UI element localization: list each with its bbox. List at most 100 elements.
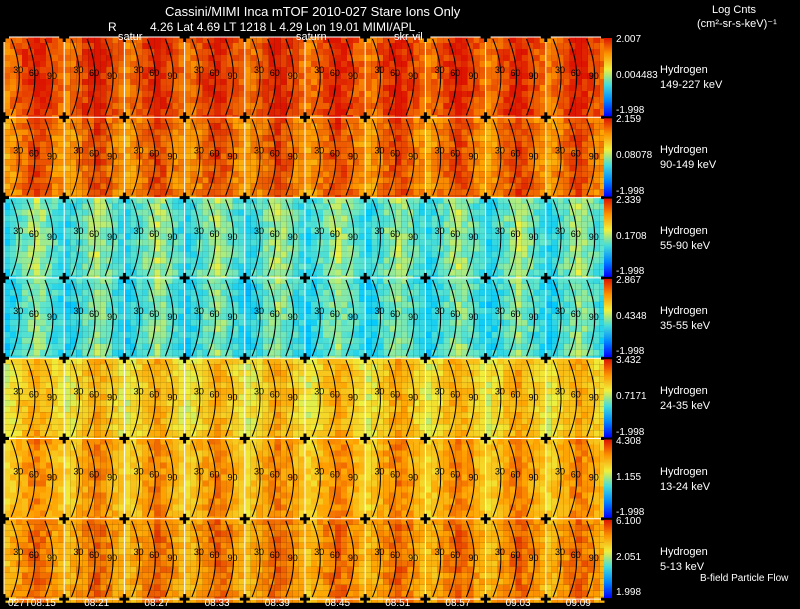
contour-label: 30 (314, 467, 324, 477)
time-label: 08:57 (445, 598, 471, 609)
crosshair-mark (2, 353, 6, 364)
contour-line (207, 199, 216, 277)
contour-line (251, 360, 261, 437)
contour-line (405, 360, 415, 437)
colorbar-max: 4.308 (616, 435, 642, 447)
contour-label: 30 (134, 386, 144, 396)
contour-line (104, 520, 114, 598)
contour-line (447, 199, 457, 277)
image-panel: 30 60 90 (4, 277, 64, 362)
contour-label: 30 (73, 467, 83, 477)
contour-label: 30 (134, 226, 144, 236)
contour-line (345, 360, 355, 437)
image-panel: 30 60 90 (124, 37, 185, 121)
colorbar-min: 1.998 (616, 587, 642, 599)
image-panel: 30 60 90 (305, 438, 365, 523)
contour-line (267, 199, 277, 277)
contour-line (131, 38, 141, 116)
contour-label: 30 (254, 386, 264, 396)
contour-label: 30 (555, 306, 565, 316)
contour-line (191, 279, 201, 357)
contour-label: 30 (194, 386, 204, 396)
contour-line (345, 119, 355, 196)
contour-label: 30 (495, 467, 505, 477)
contour-line (526, 199, 535, 277)
image-panel: 30 60 90 (365, 438, 426, 523)
contour-line (164, 199, 174, 277)
contour-line (311, 520, 321, 598)
contour-label: 90 (47, 553, 57, 563)
colorbar (604, 198, 612, 277)
contour-line (225, 199, 234, 277)
contour-line (492, 199, 502, 277)
contour-line (164, 440, 174, 517)
contour-line (345, 199, 355, 277)
contour-line (191, 38, 201, 116)
contour-label: 30 (435, 306, 445, 316)
contour-label: 60 (390, 148, 400, 158)
contour-label: 60 (330, 470, 340, 480)
contour-label: 60 (209, 470, 219, 480)
contour-line (568, 440, 578, 517)
contour-line (465, 520, 475, 598)
contour-line (191, 360, 201, 437)
overlay-label-saturn: saturn (296, 31, 327, 43)
contour-label: 90 (107, 232, 117, 242)
contour-line (508, 119, 517, 196)
contour-line (131, 199, 141, 277)
contour-label: 60 (149, 148, 159, 158)
colorbar (604, 519, 612, 599)
contour-label: 90 (408, 553, 418, 563)
colorbar-min: -1.998 (616, 506, 645, 518)
contour-label: 30 (314, 306, 324, 316)
contour-label: 90 (47, 151, 57, 161)
image-panel: 30 60 90 (124, 277, 185, 362)
contour-line (26, 520, 36, 598)
contour-line (285, 199, 295, 277)
crosshair-mark (484, 32, 488, 42)
energy-label: 90-149 keV (660, 159, 717, 172)
contour-label: 90 (228, 71, 238, 81)
contour-label: 30 (374, 65, 384, 75)
contour-line (131, 279, 141, 357)
time-label: 08:21 (84, 598, 110, 609)
contour-label: 60 (390, 229, 400, 239)
contour-line (131, 440, 141, 517)
time-label: 08:27 (144, 598, 170, 609)
time-label: 09:09 (565, 598, 591, 609)
image-panel: 30 60 90 (545, 117, 606, 202)
crosshair-mark (2, 192, 6, 203)
contour-line (327, 360, 337, 437)
contour-line (526, 119, 535, 196)
contour-label: 60 (450, 470, 460, 480)
contour-label: 90 (288, 392, 298, 402)
contour-line (371, 199, 381, 277)
crosshair-mark (122, 32, 126, 42)
contour-line (552, 119, 562, 196)
contour-line (26, 199, 36, 277)
contour-label: 60 (510, 550, 520, 560)
contour-label: 90 (408, 232, 418, 242)
contour-label: 60 (149, 550, 159, 560)
contour-line (387, 119, 397, 196)
contour-label: 60 (89, 148, 99, 158)
contour-label: 30 (73, 306, 83, 316)
colorbar-max: 2.007 (616, 34, 642, 45)
contour-line (405, 520, 415, 598)
crosshair-mark (303, 433, 307, 444)
contour-label: 60 (510, 229, 520, 239)
contour-line (552, 279, 562, 357)
crosshair-mark (183, 433, 187, 444)
contour-line (492, 119, 502, 196)
species-label: Hydrogen (660, 305, 708, 318)
contour-line (104, 199, 114, 277)
contour-label: 90 (228, 473, 238, 483)
image-panel: 30 60 90 (425, 197, 486, 282)
contour-line (44, 520, 54, 598)
contour-label: 60 (330, 148, 340, 158)
contour-label: 60 (571, 68, 581, 78)
image-panel: 30 60 90 (485, 518, 546, 603)
contour-line (146, 440, 156, 517)
image-panel: 30 60 90 (64, 197, 125, 282)
colorbar-min: -1.998 (616, 346, 645, 358)
